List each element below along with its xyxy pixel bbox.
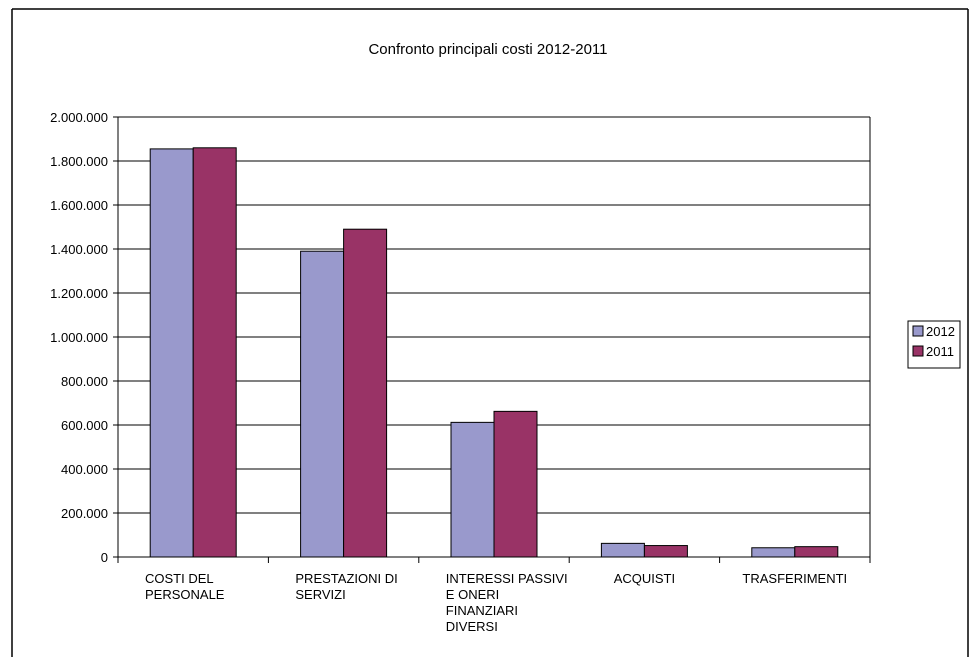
bars bbox=[149, 147, 839, 558]
legend-label-2012: 2012 bbox=[926, 324, 955, 339]
y-tick-label: 1.400.000 bbox=[50, 242, 108, 257]
x-category-label: SERVIZI bbox=[295, 587, 345, 602]
x-category-label: COSTI DEL bbox=[145, 571, 214, 586]
x-category-label: PERSONALE bbox=[145, 587, 225, 602]
chart-title: Confronto principali costi 2012-2011 bbox=[368, 41, 607, 58]
x-category-label: DIVERSI bbox=[446, 619, 498, 634]
y-tick-label: 1.000.000 bbox=[50, 330, 108, 345]
y-tick-label: 2.000.000 bbox=[50, 110, 108, 125]
bar-2011 bbox=[794, 546, 839, 558]
x-category-label: INTERESSI PASSIVI bbox=[446, 571, 568, 586]
x-category-label: FINANZIARI bbox=[446, 603, 518, 618]
bar-2012 bbox=[600, 542, 645, 558]
y-tick-label: 400.000 bbox=[61, 462, 108, 477]
legend-label-2011: 2011 bbox=[926, 344, 954, 359]
y-tick-label: 1.200.000 bbox=[50, 286, 108, 301]
y-tick-label: 800.000 bbox=[61, 374, 108, 389]
x-category-label: E ONERI bbox=[446, 587, 499, 602]
bar-2012 bbox=[149, 148, 194, 558]
bar-2012 bbox=[300, 250, 345, 558]
bar-2012 bbox=[751, 547, 796, 558]
legend: 2012 2011 bbox=[907, 320, 961, 369]
x-category-label: ACQUISTI bbox=[614, 571, 675, 586]
bar-2011 bbox=[192, 147, 237, 558]
y-tick-label: 1.600.000 bbox=[50, 198, 108, 213]
y-tick-label: 200.000 bbox=[61, 506, 108, 521]
legend-swatch-2011 bbox=[912, 345, 924, 357]
y-tick-label: 1.800.000 bbox=[50, 154, 108, 169]
y-axis-ticks: 0 200.000 400.000 600.000 800.000 1.000.000 1.… bbox=[50, 110, 118, 565]
legend-swatch-2012 bbox=[912, 325, 924, 337]
x-category-label: PRESTAZIONI DI bbox=[295, 571, 397, 586]
bar-2011 bbox=[493, 410, 538, 558]
bar-2011 bbox=[643, 545, 688, 558]
y-tick-label: 600.000 bbox=[61, 418, 108, 433]
x-category-label: TRASFERIMENTI bbox=[742, 571, 847, 586]
bar-2012 bbox=[450, 421, 495, 558]
bar-2011 bbox=[343, 228, 388, 558]
y-tick-label: 0 bbox=[101, 550, 108, 565]
